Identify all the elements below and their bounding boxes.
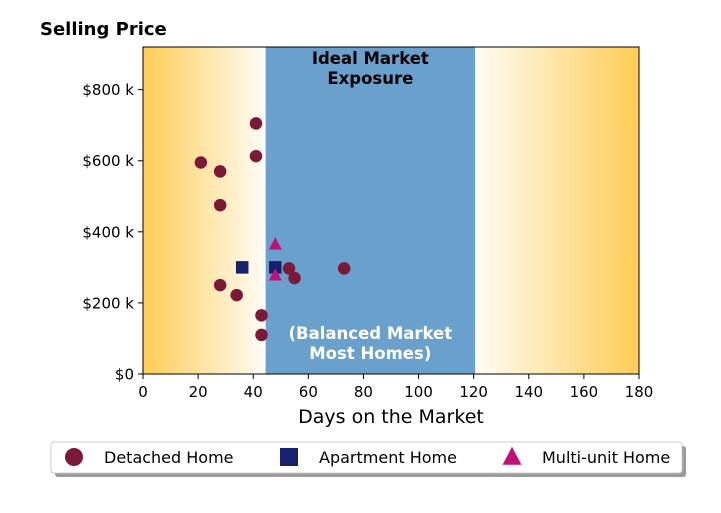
detached-home-point (213, 198, 227, 212)
x-axis-ticks: 0 20 40 60 80 100 120 140 160 180 (138, 374, 653, 401)
detached-home-point (194, 156, 208, 169)
y-tick-label: $0 (115, 366, 134, 384)
band-label-top-line: Exposure (327, 69, 413, 88)
legend-marker (280, 448, 298, 466)
detached-home-point (337, 262, 351, 275)
detached-home-point (249, 117, 263, 130)
x-tick-label: 160 (570, 383, 599, 401)
x-tick-label: 100 (404, 383, 433, 401)
band-label-bottom-line: (Balanced Market (289, 324, 453, 343)
multi-unit-home-point (268, 237, 282, 250)
x-axis-title: Days on the Market (298, 406, 484, 428)
detached-home-point (255, 328, 268, 342)
ideal-market-band (265, 47, 476, 374)
x-tick-label: 0 (138, 383, 148, 401)
detached-home-point (282, 262, 296, 275)
chart-title: Selling Price (40, 19, 167, 40)
y-tick-label: $800 k (82, 81, 134, 99)
detached-home-point (255, 309, 268, 322)
legend-marker (65, 448, 83, 466)
detached-home-point (249, 149, 263, 163)
detached-home-point (230, 288, 243, 302)
band-label-bottom-line: Most Homes) (309, 344, 431, 363)
data-points (194, 117, 351, 342)
plot-frame (142, 46, 640, 375)
apartment-home-point (235, 261, 249, 274)
legend: Detached Home Apartment Home Multi-unit Ho… (50, 441, 686, 477)
gradient-right (475, 47, 639, 374)
band-label-top-line: Ideal Market (312, 49, 429, 68)
y-tick-label: $400 k (82, 223, 134, 241)
legend-label: Detached Home (104, 448, 234, 467)
legend-label: Multi-unit Home (542, 448, 670, 467)
detached-home-point (288, 271, 301, 285)
legend-marker (502, 446, 522, 465)
y-tick-label: $600 k (82, 152, 134, 170)
x-tick-label: 80 (354, 383, 373, 401)
detached-home-point (213, 278, 227, 292)
x-tick-label: 140 (514, 383, 543, 401)
x-tick-label: 40 (244, 383, 263, 401)
x-tick-label: 180 (625, 383, 654, 401)
detached-home-point (213, 165, 227, 178)
gradient-left (143, 47, 266, 374)
apartment-home-point (269, 261, 282, 274)
y-axis-ticks: $0 $200 k $400 k $600 k $800 k (82, 81, 143, 384)
x-tick-label: 20 (189, 383, 208, 401)
legend-box (50, 441, 683, 474)
multi-unit-home-point (268, 268, 282, 281)
y-tick-label: $200 k (82, 294, 134, 312)
x-tick-label: 120 (459, 383, 488, 401)
plot-background (143, 47, 639, 374)
x-tick-label: 60 (299, 383, 318, 401)
legend-label: Apartment Home (319, 448, 457, 467)
